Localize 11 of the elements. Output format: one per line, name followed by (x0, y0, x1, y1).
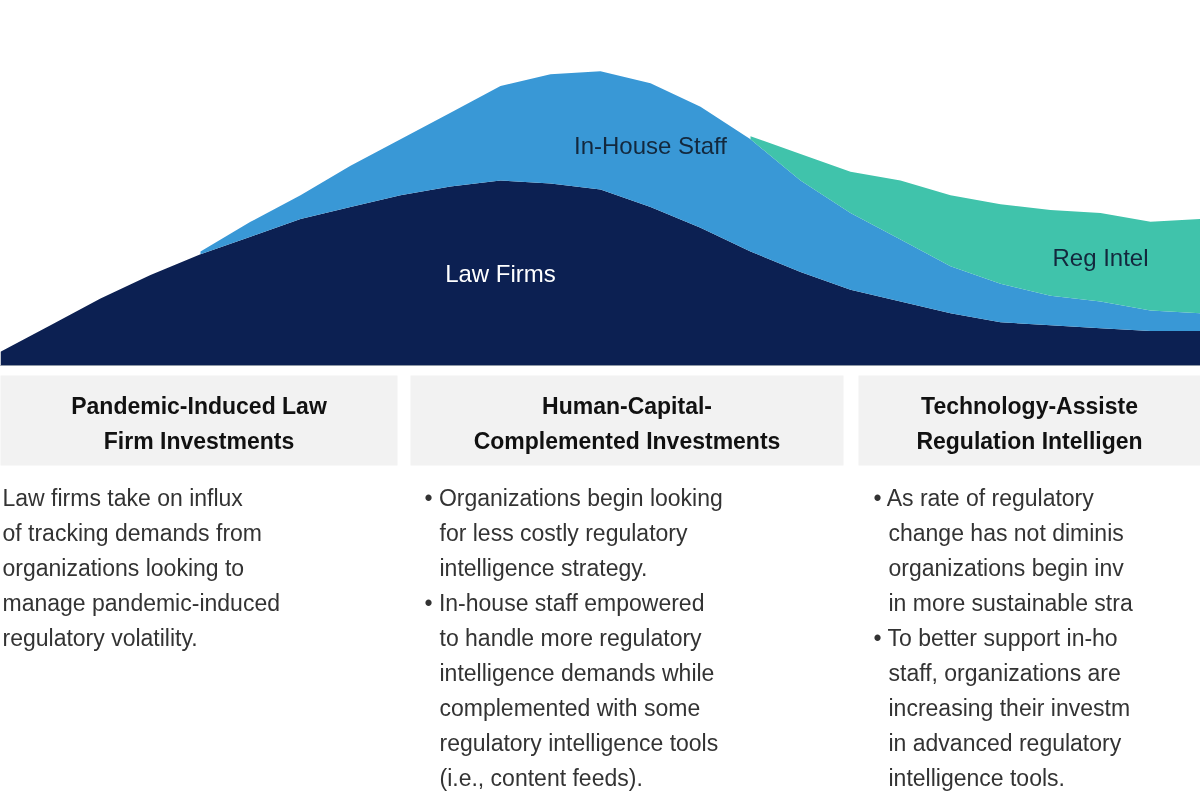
text: Law firms take on influx of tracking demands from organizations looking to manage pandemic-induced regulatory volatility. (2, 484, 280, 651)
text: • Organizations begin looking for less costly regulatory intelligence strategy. (424, 484, 723, 581)
series-label: Reg Intel (1052, 243, 1149, 271)
text: Technology-Assiste Regulation Intelligen (916, 392, 1143, 454)
series-label: Law Firms (445, 260, 556, 288)
text: • To better support in-ho staff, organizations are increasing their investm in advanced regulatory intelligence tools. (873, 624, 1131, 791)
text: Pandemic-Induced Law Firm Investments (71, 392, 327, 454)
text: • As rate of regulatory change has not diminis organizations begin inv in more sustainable stra (873, 484, 1133, 616)
text: • In-house staff empowered to handle more regulatory intelligence demands while complemented with some regulatory intelligence tools (i.e., content feeds). (424, 589, 719, 791)
series-label: In-House Staff (574, 131, 728, 159)
text: Human-Capital- Complemented Investments (473, 392, 781, 454)
